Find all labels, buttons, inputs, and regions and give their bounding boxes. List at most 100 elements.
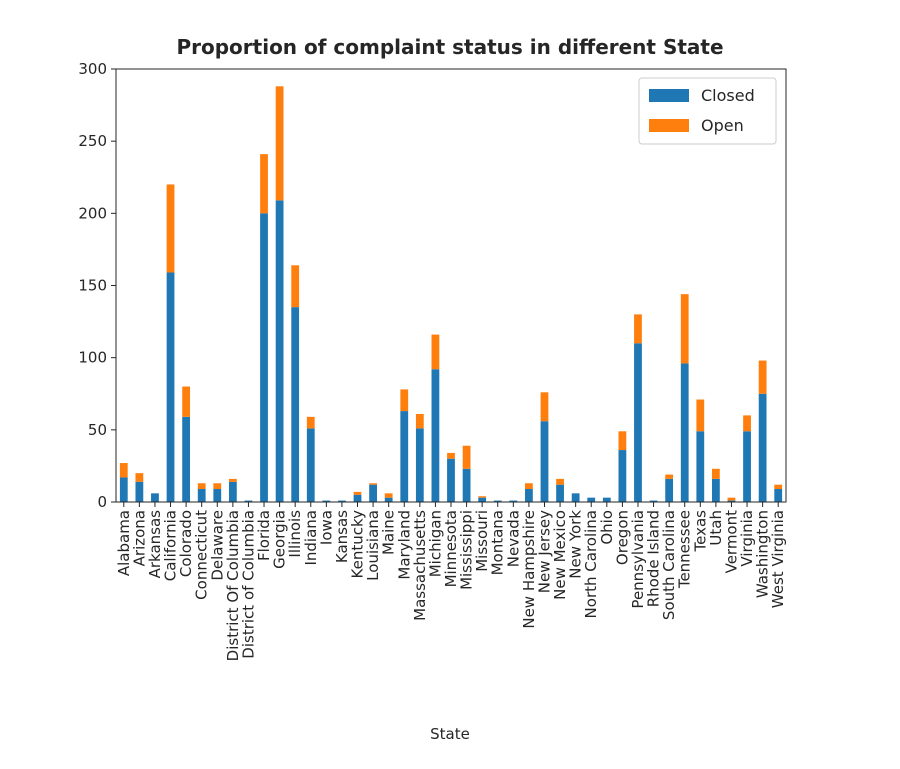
bar-open-12 xyxy=(306,416,315,429)
bar-closed-19 xyxy=(415,428,424,502)
bars-layer xyxy=(119,86,783,502)
bar-closed-32 xyxy=(618,450,627,502)
x-tick-label: Arkansas xyxy=(146,510,164,579)
y-tick-label: 250 xyxy=(78,132,107,150)
bar-closed-23 xyxy=(478,497,487,502)
bar-closed-21 xyxy=(447,458,455,502)
bar-open-40 xyxy=(743,415,751,432)
bar-closed-3 xyxy=(166,272,175,502)
x-tick-label: Iowa xyxy=(317,510,335,545)
x-tick-label: Maryland xyxy=(395,510,413,580)
x-tick-label: Nevada xyxy=(504,510,522,567)
bar-open-16 xyxy=(369,483,377,485)
x-tick-label: Texas xyxy=(691,510,709,553)
bar-open-39 xyxy=(727,497,736,501)
bar-open-38 xyxy=(711,468,720,479)
x-tick-label: Missouri xyxy=(473,510,491,572)
legend-label-closed: Closed xyxy=(701,86,755,105)
x-tick-label: Pennsylvania xyxy=(629,510,647,609)
x-tick-label: Kansas xyxy=(333,510,351,563)
bar-open-0 xyxy=(119,463,128,478)
y-tick-label: 200 xyxy=(78,204,107,222)
x-tick-label: Vermont xyxy=(722,510,740,574)
x-axis-label: State xyxy=(430,725,470,743)
bar-open-28 xyxy=(556,478,564,485)
bar-closed-11 xyxy=(291,307,300,502)
bar-closed-27 xyxy=(540,421,549,502)
bar-open-6 xyxy=(213,483,222,490)
bar-closed-41 xyxy=(758,393,767,502)
x-tick-label: Michigan xyxy=(426,510,444,577)
x-tick-label: Mississippi xyxy=(458,510,476,590)
chart-title: Proportion of complaint status in differ… xyxy=(176,35,723,59)
axes-layer xyxy=(111,68,787,507)
bar-closed-33 xyxy=(634,343,642,502)
x-tick-label: Colorado xyxy=(177,510,195,577)
bar-closed-35 xyxy=(665,478,674,502)
x-tick-label: Utah xyxy=(707,510,725,546)
bar-open-10 xyxy=(275,86,284,201)
x-tick-label: New York xyxy=(567,510,585,579)
bar-open-41 xyxy=(758,360,767,394)
x-tick-label: Alabama xyxy=(115,510,133,576)
bar-closed-20 xyxy=(431,369,440,502)
bar-open-15 xyxy=(353,491,362,495)
bar-closed-17 xyxy=(384,497,393,502)
x-tick-label: District of Columbia xyxy=(239,510,257,659)
x-tick-label: New Mexico xyxy=(551,510,569,600)
bar-closed-2 xyxy=(151,493,159,502)
x-tick-labels: AlabamaArizonaArkansasCaliforniaColorado… xyxy=(115,510,787,662)
bar-closed-16 xyxy=(369,484,377,502)
x-tick-label: District Of Columbia xyxy=(224,510,242,661)
bar-closed-5 xyxy=(197,489,206,502)
bar-open-18 xyxy=(400,389,409,412)
x-tick-label: Connecticut xyxy=(193,510,211,600)
bar-closed-38 xyxy=(711,478,720,502)
x-tick-label: Minnesota xyxy=(442,510,460,587)
legend-swatch-closed xyxy=(649,89,689,102)
bar-closed-25 xyxy=(509,500,518,502)
bar-closed-22 xyxy=(462,468,471,502)
bar-open-37 xyxy=(696,399,705,432)
legend-swatch-open xyxy=(649,119,689,132)
x-tick-label: Arizona xyxy=(130,510,148,566)
bar-closed-29 xyxy=(571,493,580,502)
bar-open-32 xyxy=(618,431,627,451)
bar-closed-8 xyxy=(244,500,253,502)
x-tick-label: Florida xyxy=(255,510,273,561)
bar-closed-42 xyxy=(774,489,783,502)
y-tick-label: 50 xyxy=(88,421,107,439)
x-tick-label: South Carolina xyxy=(660,510,678,620)
bar-open-27 xyxy=(540,392,549,422)
y-tick-label: 100 xyxy=(78,349,107,367)
bar-closed-13 xyxy=(322,500,331,502)
x-tick-label: California xyxy=(162,510,180,581)
bar-closed-39 xyxy=(727,500,736,502)
x-tick-label: New Hampshire xyxy=(520,510,538,629)
bar-closed-14 xyxy=(338,500,346,502)
bar-open-22 xyxy=(462,445,471,469)
x-tick-label: Massachusetts xyxy=(411,510,429,621)
bar-open-42 xyxy=(774,484,783,490)
x-tick-label: West Virginia xyxy=(769,510,787,608)
bar-closed-28 xyxy=(556,484,564,502)
y-tick-label: 0 xyxy=(97,493,107,511)
x-tick-label: Virginia xyxy=(738,510,756,567)
bar-open-33 xyxy=(634,314,642,344)
bar-open-3 xyxy=(166,184,175,273)
y-tick-label: 300 xyxy=(78,60,107,78)
bar-closed-24 xyxy=(493,500,502,502)
bar-closed-15 xyxy=(353,494,362,502)
x-tick-label: Delaware xyxy=(208,510,226,581)
x-tick-label: Oregon xyxy=(613,510,631,565)
x-tick-label: Montana xyxy=(489,510,507,575)
x-tick-label: Maine xyxy=(380,510,398,555)
bar-closed-40 xyxy=(743,431,751,502)
bar-closed-4 xyxy=(182,416,191,502)
bar-open-17 xyxy=(384,493,393,498)
bar-closed-12 xyxy=(306,428,315,502)
x-tick-label: New Jersey xyxy=(535,510,553,593)
bar-closed-1 xyxy=(135,481,144,502)
